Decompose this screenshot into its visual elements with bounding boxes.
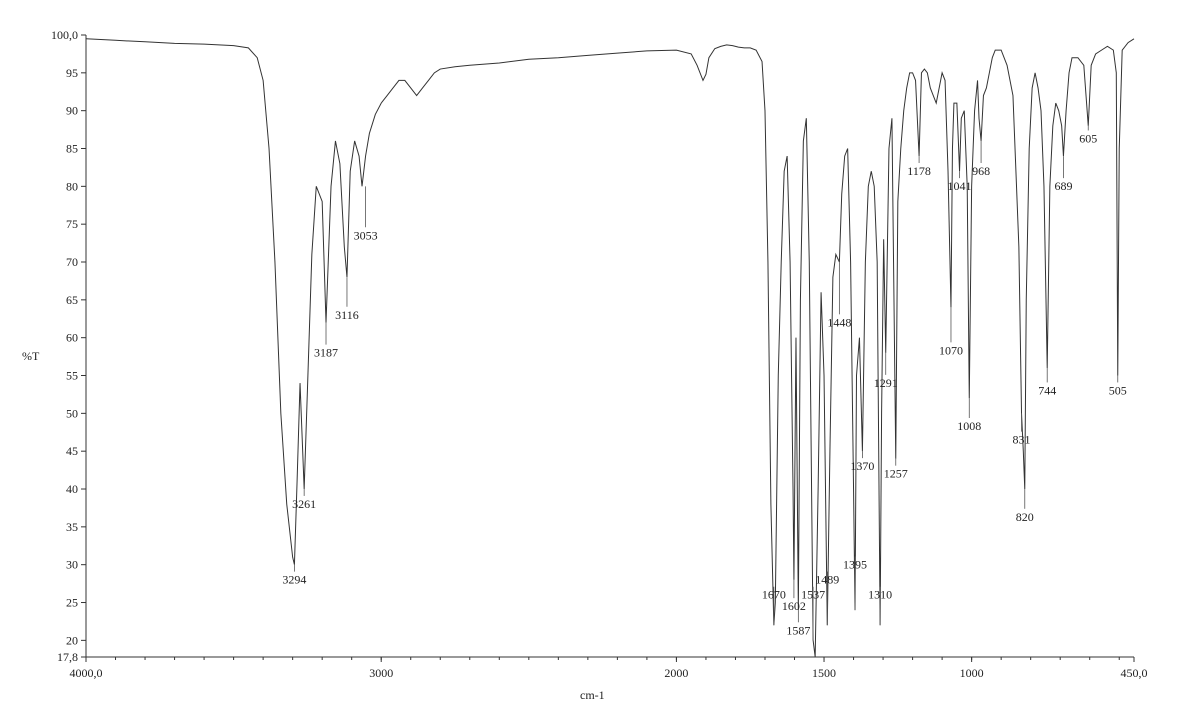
peak-label: 744 (1038, 383, 1056, 397)
y-tick-label: 30 (66, 558, 78, 572)
peak-label: 3294 (282, 573, 306, 587)
y-tick-label: 20 (66, 633, 78, 647)
peak-label: 1395 (843, 557, 867, 571)
x-tick-label: 3000 (369, 666, 393, 680)
spectrum-line (85, 38, 1135, 658)
y-axis-label: %T (22, 349, 40, 363)
y-tick-label: 60 (66, 331, 78, 345)
y-tick-label: 95 (66, 66, 78, 80)
peak-label: 605 (1079, 131, 1097, 145)
x-tick-label: 4000,0 (70, 666, 103, 680)
peak-label: 1602 (782, 599, 806, 613)
y-tick-label: 75 (66, 217, 78, 231)
peak-label: 1041 (948, 179, 972, 193)
peak-label: 1008 (957, 419, 981, 433)
peak-label: 1291 (874, 376, 898, 390)
x-tick-label: 1000 (960, 666, 984, 680)
peak-label: 1257 (884, 467, 908, 481)
y-tick-label: 35 (66, 520, 78, 534)
peak-label: 831 (1013, 433, 1031, 447)
y-tick-label: 70 (66, 255, 78, 269)
y-tick-label: 40 (66, 482, 78, 496)
x-tick-label: 450,0 (1121, 666, 1148, 680)
axes: 4000,0 3000 2000 1500 1000 450,0 100,0 95 90 85 80… (51, 28, 1148, 680)
y-tick-label: 50 (66, 406, 78, 420)
peak-label: 1070 (939, 343, 963, 357)
peak-label: 3116 (335, 308, 359, 322)
x-tick-label: 2000 (664, 666, 688, 680)
peak-label: 3053 (354, 228, 378, 242)
peak-label: 1448 (827, 315, 851, 329)
x-tick-label: 1500 (812, 666, 836, 680)
peak-label: 1537 (801, 588, 825, 602)
peak-label: 1489 (815, 573, 839, 587)
x-axis-label: cm-1 (580, 688, 605, 702)
y-tick-label: 90 (66, 104, 78, 118)
y-tick-label: 55 (66, 369, 78, 383)
y-tick-label: 25 (66, 596, 78, 610)
peak-label: 1178 (907, 164, 931, 178)
peak-label: 689 (1054, 179, 1072, 193)
y-tick-label: 85 (66, 142, 78, 156)
y-tick-label: 17,8 (57, 650, 78, 664)
spectrum-layer (85, 38, 1135, 658)
peak-label: 968 (972, 164, 990, 178)
peak-label: 1310 (868, 588, 892, 602)
peak-label: 505 (1109, 383, 1127, 397)
peak-label: 3261 (292, 497, 316, 511)
y-tick-label: 45 (66, 444, 78, 458)
peak-label: 1587 (786, 623, 810, 637)
peak-label: 3187 (314, 346, 338, 360)
y-tick-label: 65 (66, 293, 78, 307)
peak-label: 1370 (850, 459, 874, 473)
peak-label: 820 (1016, 510, 1034, 524)
peak-label: 1670 (762, 588, 786, 602)
y-tick-label: 80 (66, 179, 78, 193)
y-tick-label: 100,0 (51, 28, 78, 42)
